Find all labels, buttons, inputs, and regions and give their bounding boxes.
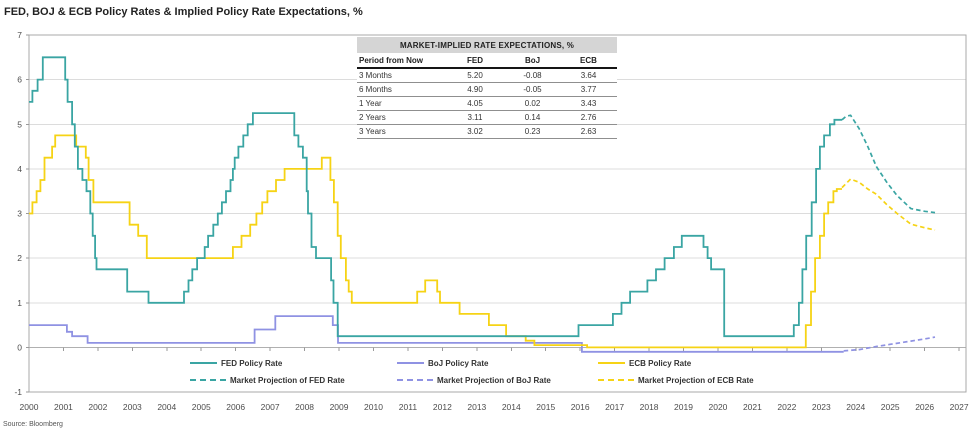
table-cell: 3.43 <box>560 96 617 111</box>
table-grid: Period from Now FED BoJ ECB 3 Months 5.20 -0.… <box>357 53 617 139</box>
table-cell: 3.77 <box>560 82 617 97</box>
table-cell: 0.23 <box>505 124 560 139</box>
y-tick-label: 6 <box>17 75 22 85</box>
table-cell: 2.76 <box>560 110 617 125</box>
table-cell: 5.20 <box>445 68 505 83</box>
chart-title: FED, BOJ & ECB Policy Rates & Implied Po… <box>4 6 363 18</box>
x-tick-label: 2004 <box>157 402 176 412</box>
x-tick-label: 2001 <box>54 402 73 412</box>
series-market-projection-of-fed-rate <box>841 114 936 214</box>
table-cell: 3.11 <box>445 110 505 125</box>
y-tick-label: 3 <box>17 209 22 219</box>
x-tick-label: 2020 <box>709 402 728 412</box>
x-tick-label: 2006 <box>226 402 245 412</box>
table-title: MARKET-IMPLIED RATE EXPECTATIONS, % <box>357 37 617 53</box>
x-tick-label: 2000 <box>20 402 39 412</box>
y-tick-label: 5 <box>17 119 22 129</box>
x-tick-label: 2007 <box>261 402 280 412</box>
x-tick-label: 2005 <box>192 402 211 412</box>
table-cell: 4.05 <box>445 96 505 111</box>
x-tick-label: 2026 <box>915 402 934 412</box>
series-fed-policy-rate <box>29 56 842 338</box>
x-tick-label: 2002 <box>88 402 107 412</box>
x-tick-label: 2015 <box>536 402 555 412</box>
table-col-header: Period from Now <box>357 53 445 69</box>
table-cell: 3 Years <box>357 124 445 139</box>
table-cell: 3.02 <box>445 124 505 139</box>
table-col-header: FED <box>445 53 505 69</box>
x-tick-label: 2022 <box>777 402 796 412</box>
table-cell: 0.02 <box>505 96 560 111</box>
table-col-header: BoJ <box>505 53 560 69</box>
x-tick-label: 2019 <box>674 402 693 412</box>
rate-expectations-table: MARKET-IMPLIED RATE EXPECTATIONS, % Peri… <box>357 37 617 139</box>
series-market-projection-of-ecb-rate <box>841 178 936 231</box>
table-cell: 0.14 <box>505 110 560 125</box>
x-tick-label: 2021 <box>743 402 762 412</box>
x-tick-label: 2018 <box>640 402 659 412</box>
table-row: 6 Months 4.90 -0.05 3.77 <box>357 82 617 97</box>
series-ecb-policy-rate <box>29 134 842 349</box>
y-tick-label: 7 <box>17 30 22 40</box>
x-tick-label: 2027 <box>950 402 969 412</box>
x-tick-label: 2009 <box>330 402 349 412</box>
series-boj-policy-rate <box>29 315 844 353</box>
table-row: 3 Years 3.02 0.23 2.63 <box>357 124 617 139</box>
x-tick-label: 2023 <box>812 402 831 412</box>
x-tick-label: 2003 <box>123 402 142 412</box>
x-tick-label: 2025 <box>881 402 900 412</box>
table-cell: 1 Year <box>357 96 445 111</box>
table-cell: 4.90 <box>445 82 505 97</box>
x-tick-label: 2008 <box>295 402 314 412</box>
y-tick-label: 0 <box>17 342 22 352</box>
y-tick-label: 4 <box>17 164 22 174</box>
table-cell: 2 Years <box>357 110 445 125</box>
table-header-row: Period from Now FED BoJ ECB <box>357 53 617 69</box>
table-col-header: ECB <box>560 53 617 69</box>
table-cell: 6 Months <box>357 82 445 97</box>
table-row: 3 Months 5.20 -0.08 3.64 <box>357 68 617 83</box>
x-tick-label: 2010 <box>364 402 383 412</box>
y-tick-label: 2 <box>17 253 22 263</box>
series-market-projection-of-boj-rate <box>843 336 936 352</box>
y-tick-label: 1 <box>17 298 22 308</box>
table-cell: 3.64 <box>560 68 617 83</box>
x-tick-label: 2011 <box>399 402 418 412</box>
x-tick-label: 2013 <box>467 402 486 412</box>
table-row: 1 Year 4.05 0.02 3.43 <box>357 96 617 111</box>
y-tick-label: -1 <box>14 387 22 397</box>
x-tick-label: 2014 <box>502 402 521 412</box>
x-tick-label: 2024 <box>846 402 865 412</box>
x-tick-label: 2016 <box>571 402 590 412</box>
table-row: 2 Years 3.11 0.14 2.76 <box>357 110 617 125</box>
table-cell: 2.63 <box>560 124 617 139</box>
source-note: Source: Bloomberg <box>3 421 63 428</box>
table-cell: 3 Months <box>357 68 445 83</box>
x-tick-label: 2017 <box>605 402 624 412</box>
table-cell: -0.05 <box>505 82 560 97</box>
table-cell: -0.08 <box>505 68 560 83</box>
x-tick-label: 2012 <box>433 402 452 412</box>
